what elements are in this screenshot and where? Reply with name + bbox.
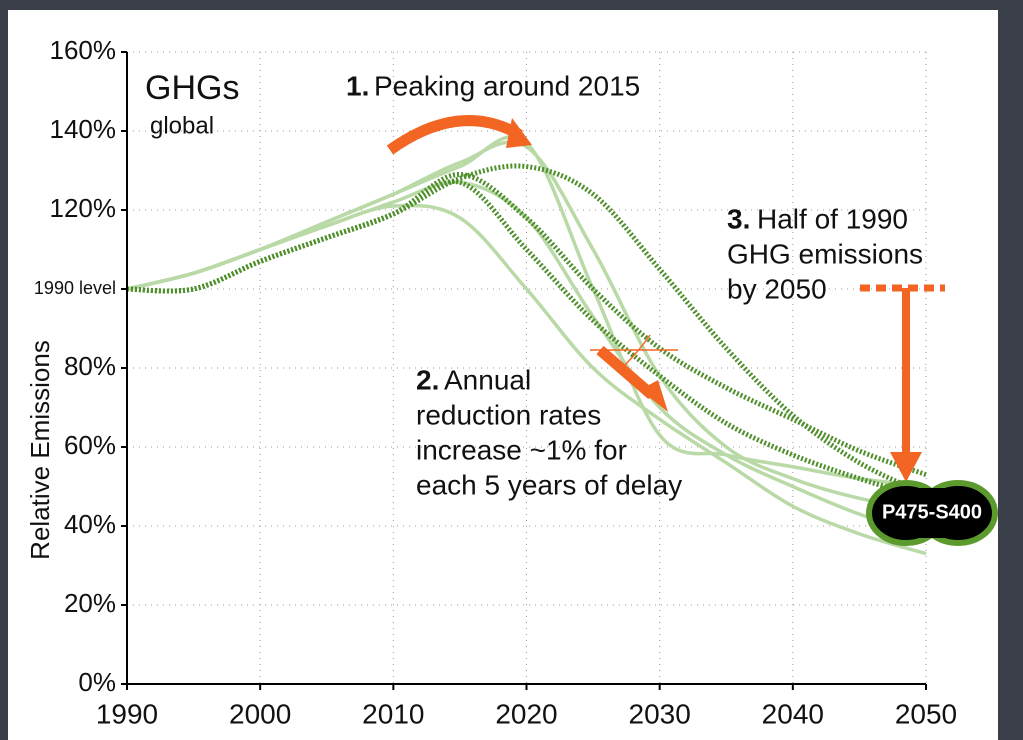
annotation: each 5 years of delay (416, 469, 682, 500)
annotation: by 2050 (727, 273, 827, 304)
x-tick-label: 2050 (895, 698, 957, 729)
y-tick-label: 160% (50, 35, 117, 65)
annotation: Peaking around 2015 (374, 70, 640, 101)
annotation: increase ~1% for (416, 434, 627, 465)
y-tick-label: 80% (64, 351, 116, 381)
y-tick-label: 1990 level (34, 278, 116, 298)
x-tick-label: 2040 (762, 698, 824, 729)
annotation-number: 1. (346, 70, 369, 101)
arrow (596, 345, 656, 400)
series-line (126, 171, 927, 478)
badge-label: P475-S400 (882, 501, 982, 523)
angle-mark (590, 334, 678, 371)
lines (126, 134, 928, 556)
y-tick-label: 0% (78, 667, 116, 697)
arrowhead (890, 452, 922, 482)
x-tick-label: 2000 (229, 698, 291, 729)
annotation: Annual (444, 364, 531, 395)
annotation: Half of 1990 (757, 203, 908, 234)
y-axis-title: Relative Emissions (25, 340, 55, 560)
annotation: reduction rates (416, 399, 601, 430)
x-tick-label: 2030 (629, 698, 691, 729)
annotation-number: 2. (416, 364, 439, 395)
subtitle: global (150, 112, 214, 139)
y-tick-label: 40% (64, 509, 116, 539)
x-tick-label: 2020 (495, 698, 557, 729)
y-tick-label: 140% (50, 114, 117, 144)
series-line (126, 134, 927, 489)
grid: 0% 20% 40% 60% 80% 1990 level 120% 140% 160% 1990… (34, 35, 957, 730)
y-tick-label: 120% (50, 193, 117, 223)
badge: P475-S400 (866, 480, 998, 546)
title: GHGs (145, 69, 239, 107)
annotation-number: 3. (727, 203, 750, 234)
arrow (386, 115, 523, 155)
annotation: GHG emissions (727, 238, 923, 269)
x-tick-label: 2010 (362, 698, 424, 729)
x-tick-label: 1990 (96, 698, 158, 729)
y-tick-label: 20% (64, 588, 116, 618)
y-tick-label: 60% (64, 430, 116, 460)
arrowhead (640, 380, 668, 412)
arrowhead (506, 118, 532, 148)
